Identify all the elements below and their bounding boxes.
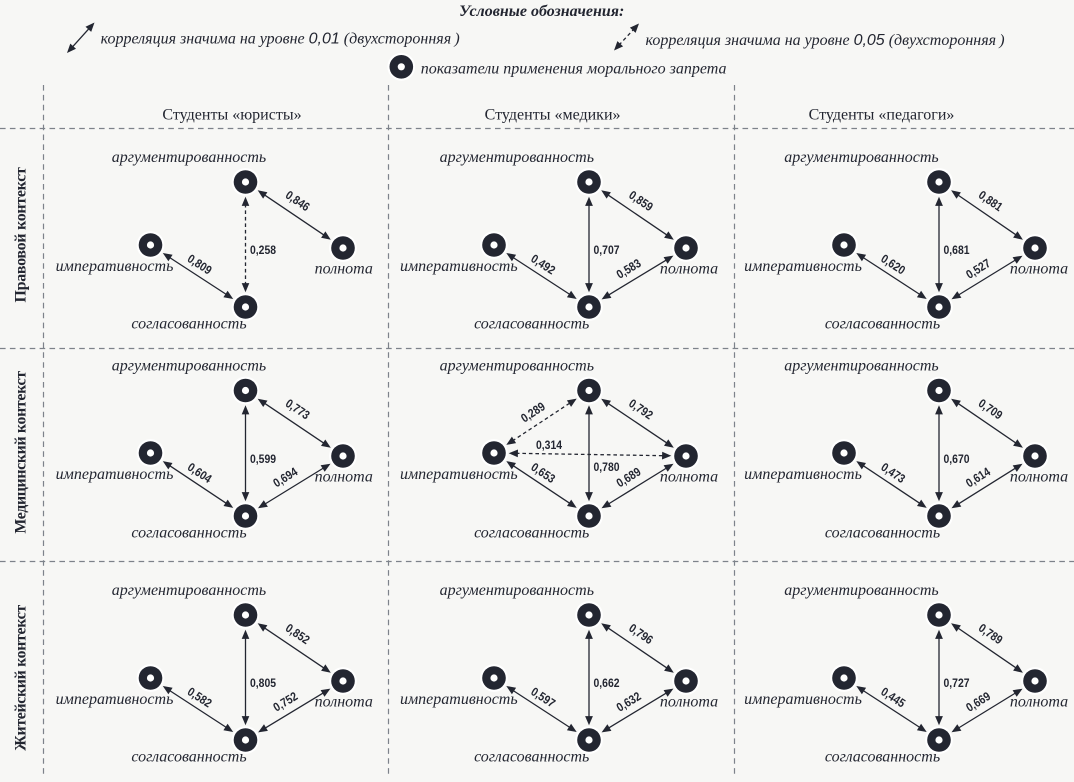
- svg-text:полнота: полнота: [315, 261, 373, 278]
- svg-text:императивность: императивность: [744, 258, 862, 275]
- svg-text:аргументированность: аргументированность: [112, 149, 266, 166]
- svg-text:0,681: 0,681: [944, 243, 970, 257]
- svg-text:Студенты «медики»: Студенты «медики»: [485, 107, 621, 124]
- svg-text:Медицинский контекст: Медицинский контекст: [13, 371, 30, 534]
- svg-text:аргументированность: аргументированность: [784, 149, 938, 166]
- svg-text:полнота: полнота: [315, 469, 373, 486]
- svg-text:согласованность: согласованность: [131, 524, 246, 541]
- svg-text:Житейский контекст: Житейский контекст: [13, 605, 30, 751]
- svg-text:0,314: 0,314: [536, 438, 562, 452]
- svg-text:аргументированность: аргументированность: [784, 358, 938, 375]
- svg-text:аргументированность: аргументированность: [112, 582, 266, 599]
- svg-text:0,727: 0,727: [944, 676, 970, 690]
- svg-text:0,599: 0,599: [250, 452, 276, 466]
- svg-text:императивность: императивность: [400, 691, 518, 708]
- svg-text:полнота: полнота: [660, 694, 718, 711]
- svg-text:полнота: полнота: [660, 261, 718, 278]
- svg-text:императивность: императивность: [400, 258, 518, 275]
- svg-text:полнота: полнота: [315, 694, 373, 711]
- svg-text:0,662: 0,662: [594, 676, 620, 690]
- svg-text:Студенты «педагоги»: Студенты «педагоги»: [809, 107, 955, 124]
- svg-text:показатели применения морально: показатели применения морального запрета: [421, 60, 727, 77]
- svg-text:полнота: полнота: [1010, 694, 1068, 711]
- svg-text:0,780: 0,780: [594, 460, 620, 474]
- svg-text:полнота: полнота: [1010, 469, 1068, 486]
- svg-text:аргументированность: аргументированность: [112, 358, 266, 375]
- svg-text:полнота: полнота: [660, 469, 718, 486]
- svg-text:согласованность: согласованность: [131, 315, 246, 332]
- svg-text:0,670: 0,670: [944, 452, 970, 466]
- svg-text:Правовой контекст: Правовой контекст: [13, 167, 30, 303]
- svg-text:Студенты «юристы»: Студенты «юристы»: [162, 107, 301, 124]
- svg-text:согласованность: согласованность: [825, 524, 940, 541]
- svg-text:императивность: императивность: [56, 258, 174, 275]
- svg-text:императивность: императивность: [400, 466, 518, 483]
- svg-text:аргументированность: аргументированность: [440, 582, 594, 599]
- svg-text:императивность: императивность: [56, 691, 174, 708]
- svg-text:аргументированность: аргументированность: [784, 582, 938, 599]
- svg-text:согласованность: согласованность: [825, 748, 940, 765]
- svg-text:императивность: императивность: [744, 466, 862, 483]
- svg-text:0,707: 0,707: [594, 243, 620, 257]
- svg-text:0,258: 0,258: [250, 243, 276, 257]
- svg-text:корреляция значима на уровне 0: корреляция значима на уровне 0,01 (двухс…: [101, 31, 460, 48]
- svg-text:0,805: 0,805: [250, 676, 276, 690]
- svg-text:согласованность: согласованность: [474, 748, 589, 765]
- svg-text:согласованность: согласованность: [474, 315, 589, 332]
- svg-text:аргументированность: аргументированность: [440, 149, 594, 166]
- svg-text:согласованность: согласованность: [825, 315, 940, 332]
- svg-text:аргументированность: аргументированность: [440, 358, 594, 375]
- svg-text:согласованность: согласованность: [474, 524, 589, 541]
- svg-text:императивность: императивность: [56, 466, 174, 483]
- svg-text:Условные обозначения:: Условные обозначения:: [459, 3, 624, 20]
- svg-text:согласованность: согласованность: [131, 748, 246, 765]
- svg-text:полнота: полнота: [1010, 261, 1068, 278]
- svg-text:корреляция значима на уровне 0: корреляция значима на уровне 0,05 (двухс…: [646, 32, 1005, 49]
- svg-text:императивность: императивность: [744, 691, 862, 708]
